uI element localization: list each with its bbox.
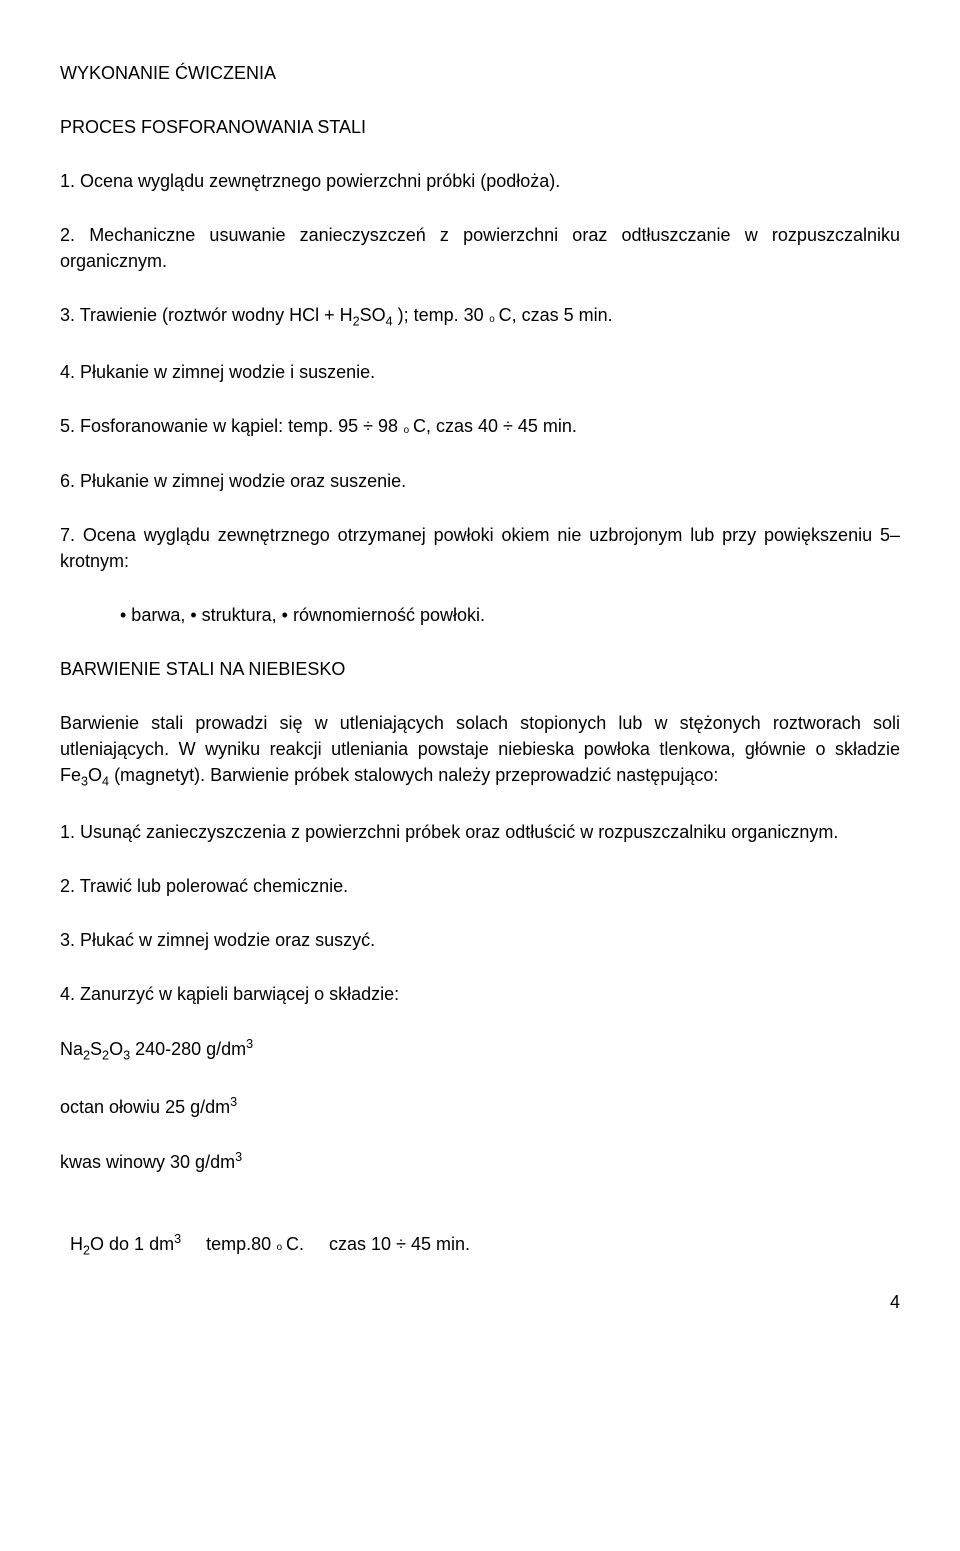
text-fragment: octan ołowiu 25 g/dm (60, 1097, 230, 1117)
text-fragment: C. czas 10 ÷ 45 min. (286, 1234, 470, 1254)
heading-barwienie: BARWIENIE STALI NA NIEBIESKO (60, 656, 900, 682)
formula-kwas: kwas winowy 30 g/dm3 (60, 1148, 900, 1175)
superscript: 3 (235, 1150, 242, 1164)
list1-item3: 3. Trawienie (roztwór wodny HCl + H2SO4 … (60, 302, 900, 331)
text-fragment: SO (360, 305, 386, 325)
list1-item2: 2. Mechaniczne usuwanie zanieczyszczeń z… (60, 222, 900, 274)
subscript: 2 (353, 315, 360, 329)
text-fragment: kwas winowy 30 g/dm (60, 1152, 235, 1172)
text-fragment: C, czas 5 min. (499, 305, 613, 325)
subscript: 2 (102, 1049, 109, 1063)
list1-item6: 6. Płukanie w zimnej wodzie oraz suszeni… (60, 468, 900, 494)
paragraph-barwienie: Barwienie stali prowadzi się w utleniają… (60, 710, 900, 791)
text-fragment: O do 1 dm (90, 1234, 174, 1254)
subscript: 4 (102, 775, 109, 789)
list2-item3: 3. Płukać w zimnej wodzie oraz suszyć. (60, 927, 900, 953)
list2-item2: 2. Trawić lub polerować chemicznie. (60, 873, 900, 899)
list2-item1: 1. Usunąć zanieczyszczenia z powierzchni… (60, 819, 900, 845)
formula-na2s2o3: Na2S2O3 240-280 g/dm3 (60, 1035, 900, 1065)
text-fragment: O (109, 1039, 123, 1059)
text-fragment: S (90, 1039, 102, 1059)
text-fragment: temp.80 (181, 1234, 276, 1254)
text-fragment: (magnetyt). Barwienie próbek stalowych n… (109, 765, 718, 785)
page-number: 4 (60, 1289, 900, 1315)
text-fragment: Na (60, 1039, 83, 1059)
heading-process: PROCES FOSFORANOWANIA STALI (60, 114, 900, 140)
list1-item7-sublist: • barwa, • struktura, • równomierność po… (60, 602, 900, 628)
subscript: 3 (81, 775, 88, 789)
text-fragment: 3. Trawienie (roztwór wodny HCl + H (60, 305, 353, 325)
text-fragment: O (88, 765, 102, 785)
superscript: 3 (246, 1037, 253, 1051)
heading-main: WYKONANIE ĆWICZENIA (60, 60, 900, 86)
text-fragment: ); temp. 30 (393, 305, 489, 325)
list1-item1: 1. Ocena wyglądu zewnętrznego powierzchn… (60, 168, 900, 194)
subscript: 4 (386, 315, 393, 329)
subscript: 2 (83, 1243, 90, 1257)
list1-item5: 5. Fosforanowanie w kąpiel: temp. 95 ÷ 9… (60, 413, 900, 439)
list2-item4: 4. Zanurzyć w kąpieli barwiącej o składz… (60, 981, 900, 1007)
text-fragment: 5. Fosforanowanie w kąpiel: temp. 95 ÷ 9… (60, 416, 403, 436)
superscript: 3 (230, 1095, 237, 1109)
text-fragment: C, czas 40 ÷ 45 min. (413, 416, 577, 436)
text-fragment: H (70, 1234, 83, 1254)
formula-octan: octan ołowiu 25 g/dm3 (60, 1093, 900, 1120)
list1-item7: 7. Ocena wyglądu zewnętrznego otrzymanej… (60, 522, 900, 574)
formula-h2o: H2O do 1 dm3 temp.80 C. czas 10 ÷ 45 min… (60, 1203, 900, 1259)
subscript: 2 (83, 1049, 90, 1063)
list1-item4: 4. Płukanie w zimnej wodzie i suszenie. (60, 359, 900, 385)
text-fragment: 240-280 g/dm (130, 1039, 246, 1059)
